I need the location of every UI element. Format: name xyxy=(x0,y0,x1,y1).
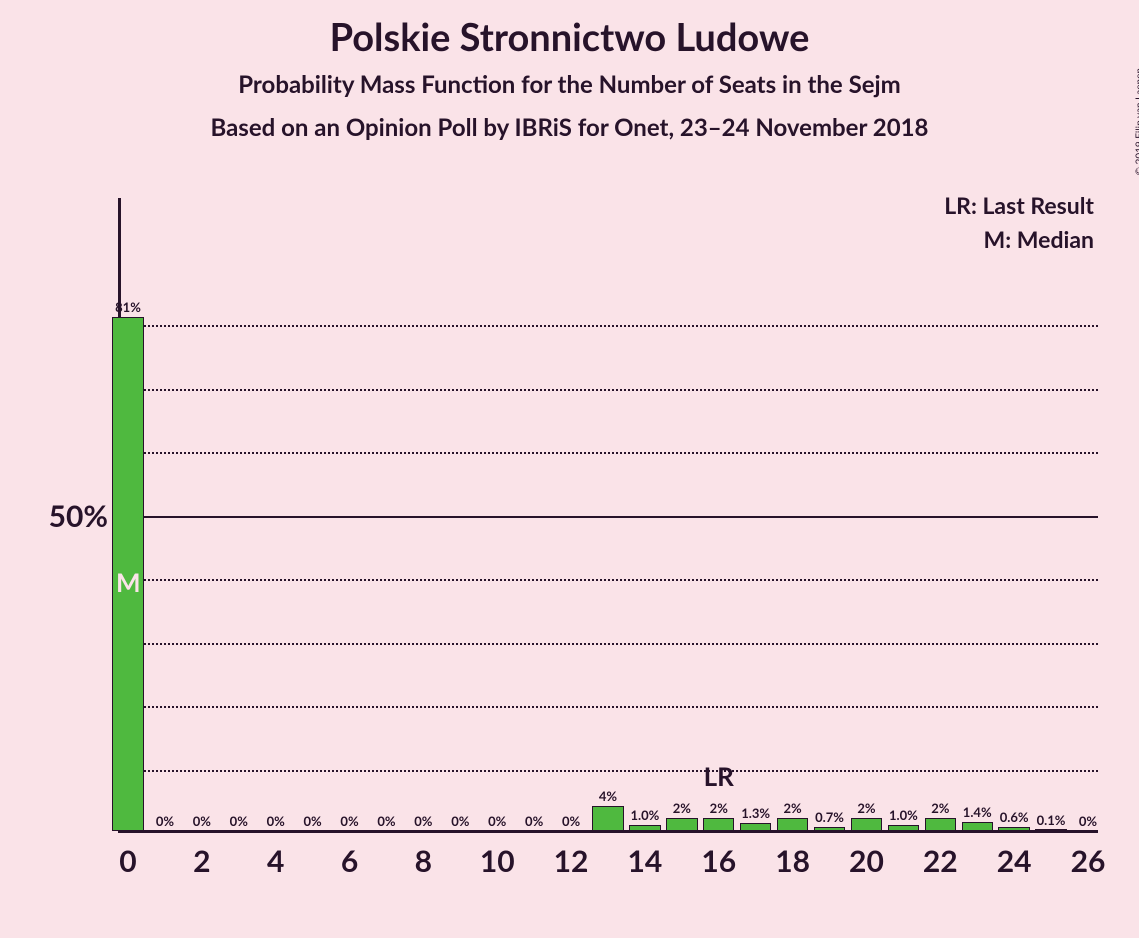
bar xyxy=(740,823,771,831)
copyright-text: © 2019 Filip van Laenen xyxy=(1133,68,1139,175)
x-axis-tick-label: 24 xyxy=(997,843,1032,879)
m-marker: M xyxy=(116,566,141,598)
x-axis-tick-label: 8 xyxy=(415,843,432,879)
bar xyxy=(666,818,697,831)
lr-marker: LR xyxy=(704,760,734,792)
x-axis-tick-label: 26 xyxy=(1071,843,1106,879)
bar-value-label: 4% xyxy=(578,788,638,804)
gridline-solid xyxy=(124,516,1098,518)
x-axis-tick-label: 22 xyxy=(923,843,958,879)
chart-title: Polskie Stronnictwo Ludowe xyxy=(0,14,1139,60)
bar xyxy=(888,825,919,831)
x-axis-tick-label: 0 xyxy=(119,843,136,879)
gridline xyxy=(124,579,1098,581)
legend-m: M: Median xyxy=(984,225,1094,253)
bar-value-label: 81% xyxy=(98,299,158,315)
y-axis-label: 50% xyxy=(28,498,108,534)
bar-value-label: 0% xyxy=(1058,813,1118,829)
bar xyxy=(629,825,660,831)
x-axis-tick-label: 12 xyxy=(554,843,589,879)
bar xyxy=(814,827,845,831)
x-axis-tick-label: 10 xyxy=(480,843,515,879)
x-axis-tick-label: 14 xyxy=(628,843,663,879)
x-axis-tick-label: 6 xyxy=(341,843,358,879)
gridline xyxy=(124,643,1098,645)
bar xyxy=(1035,829,1066,831)
gridline xyxy=(124,325,1098,327)
chart-subtitle2: Based on an Opinion Poll by IBRiS for On… xyxy=(0,113,1139,142)
x-axis-tick-label: 18 xyxy=(775,843,810,879)
legend-lr: LR: Last Result xyxy=(944,191,1094,219)
x-axis-tick-label: 16 xyxy=(701,843,736,879)
chart-plot-area: 50%LR: Last ResultM: Median81%0%0%0%0%0%… xyxy=(118,198,1098,833)
bar xyxy=(925,818,956,831)
chart-subtitle: Probability Mass Function for the Number… xyxy=(0,70,1139,99)
gridline xyxy=(124,389,1098,391)
x-axis-tick-label: 4 xyxy=(267,843,284,879)
gridline xyxy=(124,706,1098,708)
x-axis-tick-label: 2 xyxy=(193,843,210,879)
gridline xyxy=(124,452,1098,454)
gridline xyxy=(124,770,1098,772)
x-axis-tick-label: 20 xyxy=(849,843,884,879)
